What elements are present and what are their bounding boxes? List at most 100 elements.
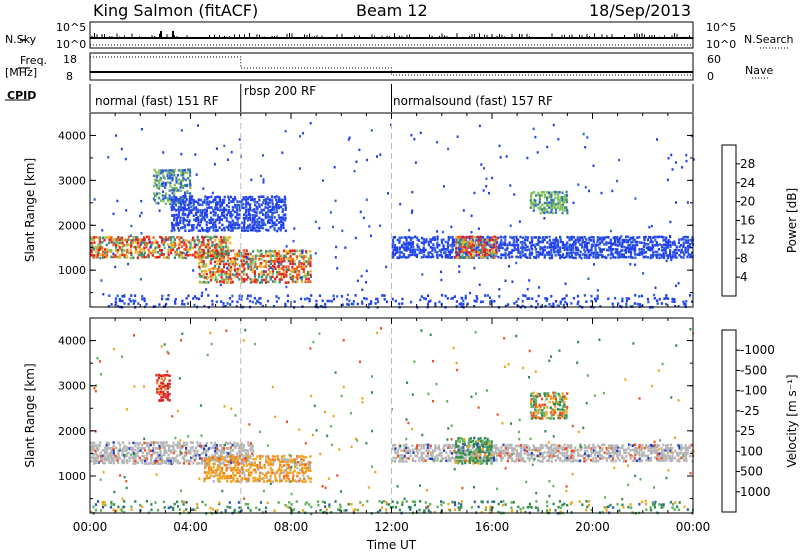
velocity-echo-cell xyxy=(247,452,250,455)
velocity-echo-cell xyxy=(148,449,151,452)
power-echo-cell xyxy=(118,253,122,257)
velocity-echo-cell xyxy=(252,479,255,483)
velocity-echo-cell xyxy=(222,447,226,450)
velocity-echo-cell xyxy=(212,458,215,462)
power-echo-cell xyxy=(269,257,272,260)
power-echo-cell xyxy=(298,254,301,257)
velocity-echo-cell xyxy=(570,449,573,453)
power-echo-cell xyxy=(97,243,100,246)
velocity-echo-cell xyxy=(163,451,166,454)
velocity-echo-cell xyxy=(285,460,288,464)
power-echo-cell xyxy=(185,296,188,300)
power-echo-cell xyxy=(193,253,196,256)
power-echo-cell xyxy=(172,189,176,192)
velocity-echo-cell xyxy=(185,441,188,445)
velocity-echo-cell xyxy=(289,471,292,474)
velocity-echo-cell xyxy=(209,474,212,477)
power-echo-cell xyxy=(687,248,690,252)
power-echo-cell xyxy=(550,201,553,205)
velocity-echo-cell xyxy=(309,480,312,483)
power-ytick-label: 2000 xyxy=(58,219,86,232)
power-echo-cell xyxy=(246,218,249,222)
power-echo-cell xyxy=(198,262,201,265)
power-echo-cell xyxy=(477,227,480,230)
power-echo-cell xyxy=(638,252,641,256)
velocity-echo-cell xyxy=(247,459,250,462)
power-echo-cell xyxy=(192,297,195,300)
velocity-echo-cell xyxy=(504,444,507,447)
power-echo-cell xyxy=(507,303,510,306)
velocity-echo-cell xyxy=(490,444,493,447)
power-echo-cell xyxy=(651,255,654,259)
power-echo-cell xyxy=(247,213,250,216)
power-echo-cell xyxy=(156,243,159,247)
velocity-echo-cell xyxy=(200,457,203,460)
velocity-echo-cell xyxy=(227,454,230,457)
power-echo-cell xyxy=(662,251,665,255)
power-echo-cell xyxy=(214,255,217,258)
power-echo-cell xyxy=(266,201,269,204)
power-echo-cell xyxy=(115,134,118,137)
power-echo-cell xyxy=(501,243,504,246)
power-echo-cell xyxy=(208,246,211,249)
power-echo-cell xyxy=(658,253,661,256)
power-echo-cell xyxy=(565,294,568,297)
power-echo-cell xyxy=(168,189,171,192)
power-echo-cell xyxy=(201,211,204,215)
power-echo-cell xyxy=(242,263,245,266)
power-echo-cell xyxy=(202,243,205,247)
velocity-echo-cell xyxy=(240,458,243,461)
power-echo-cell xyxy=(463,243,466,246)
velocity-echo-cell xyxy=(238,469,242,472)
velocity-echo-cell xyxy=(534,448,538,452)
power-echo-cell xyxy=(433,248,437,251)
power-echo-cell xyxy=(660,243,663,247)
power-echo-cell xyxy=(251,278,254,281)
power-echo-cell xyxy=(583,241,586,244)
power-echo-cell xyxy=(240,203,243,207)
velocity-echo-cell xyxy=(607,454,611,458)
power-echo-cell xyxy=(231,280,234,284)
power-echo-cell xyxy=(446,297,449,300)
power-echo-cell xyxy=(250,268,253,271)
velocity-echo-cell xyxy=(151,449,155,452)
velocity-echo-cell xyxy=(561,460,564,463)
power-echo-cell xyxy=(121,243,124,246)
velocity-echo-cell xyxy=(611,449,614,452)
power-echo-cell xyxy=(314,252,317,255)
power-echo-cell xyxy=(281,151,284,154)
velocity-echo-cell xyxy=(394,457,397,460)
power-echo-cell xyxy=(309,260,312,264)
power-echo-cell xyxy=(197,239,201,242)
power-echo-cell xyxy=(175,181,178,184)
power-echo-cell xyxy=(618,158,621,162)
power-echo-cell xyxy=(140,232,143,235)
power-echo-cell xyxy=(542,250,545,254)
power-echo-cell xyxy=(166,174,169,177)
power-echo-cell xyxy=(193,303,196,307)
power-echo-cell xyxy=(255,205,258,209)
power-echo-cell xyxy=(489,243,492,247)
power-echo-cell xyxy=(281,200,284,203)
power-echo-cell xyxy=(685,153,688,157)
power-echo-cell xyxy=(268,198,272,201)
power-echo-cell xyxy=(579,236,582,239)
power-echo-cell xyxy=(204,256,207,259)
power-echo-cell xyxy=(424,240,427,243)
velocity-echo-cell xyxy=(431,457,434,461)
power-echo-cell xyxy=(524,235,527,239)
power-echo-cell xyxy=(566,235,569,239)
power-echo-cell xyxy=(572,201,575,205)
power-echo-cell xyxy=(201,218,204,222)
power-echo-cell xyxy=(134,245,137,249)
power-echo-cell xyxy=(477,253,480,256)
power-echo-cell xyxy=(267,213,270,217)
power-echo-cell xyxy=(241,206,244,209)
power-echo-cell xyxy=(432,255,435,259)
power-echo-cell xyxy=(300,265,303,268)
power-echo-cell xyxy=(267,197,270,201)
power-echo-cell xyxy=(544,305,547,308)
power-echo-cell xyxy=(196,208,199,212)
velocity-echo-cell xyxy=(640,454,644,458)
power-echo-cell xyxy=(198,265,201,269)
